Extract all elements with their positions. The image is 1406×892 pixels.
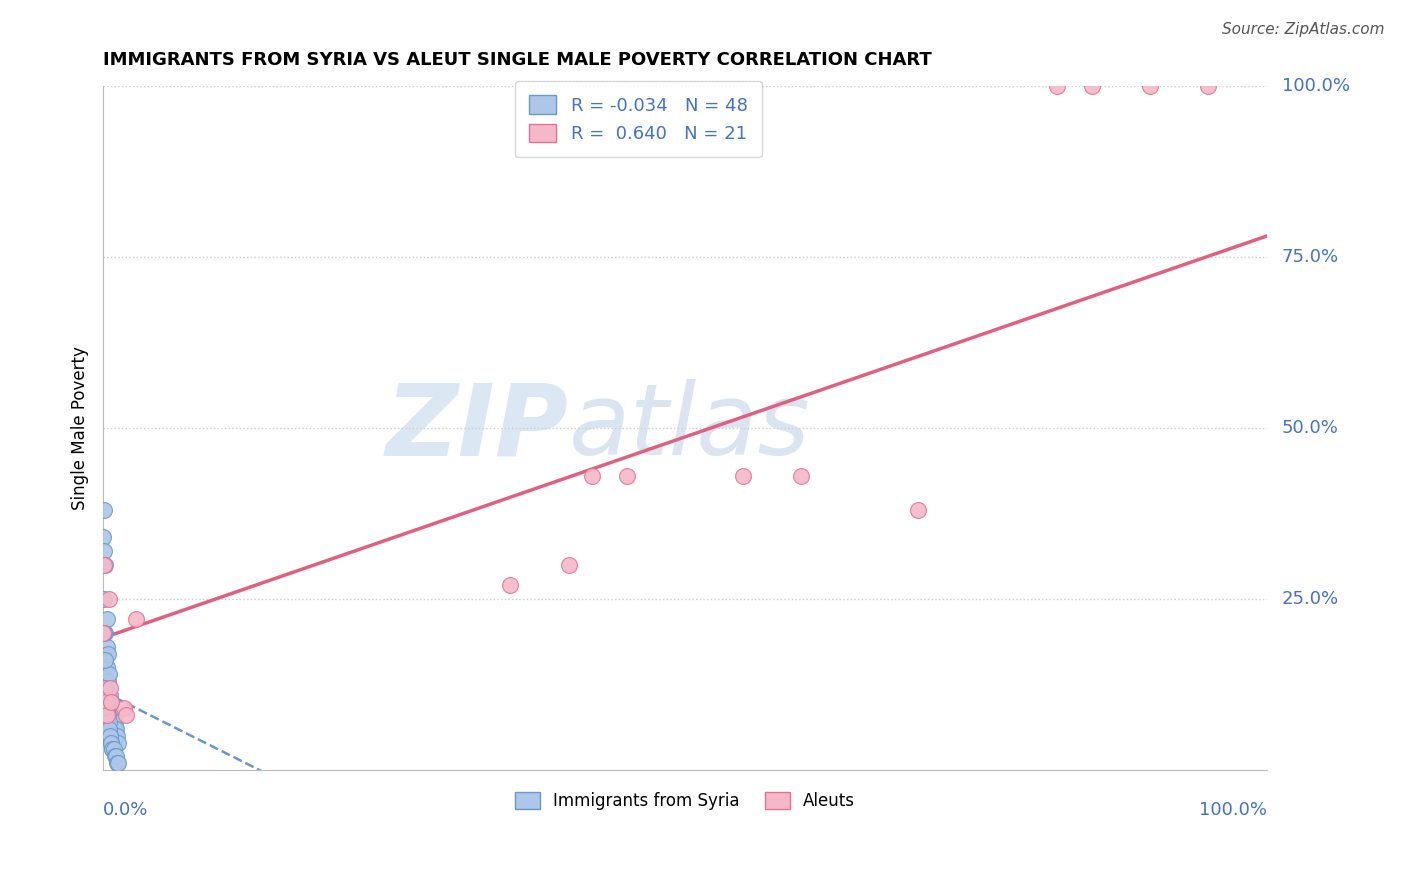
Point: [581, 468, 603, 483]
Point: [616, 468, 638, 483]
Point: [93, 544, 115, 558]
Text: IMMIGRANTS FROM SYRIA VS ALEUT SINGLE MALE POVERTY CORRELATION CHART: IMMIGRANTS FROM SYRIA VS ALEUT SINGLE MA…: [103, 51, 932, 69]
Point: [94, 681, 117, 695]
Point: [98, 729, 121, 743]
Point: [97, 673, 120, 688]
Point: [98, 688, 121, 702]
Point: [98, 729, 121, 743]
Y-axis label: Single Male Poverty: Single Male Poverty: [72, 346, 89, 509]
Point: [103, 715, 125, 730]
Point: [101, 742, 124, 756]
Point: [96, 708, 118, 723]
Point: [100, 708, 122, 723]
Point: [98, 681, 121, 695]
Text: ZIP: ZIP: [385, 379, 568, 476]
Point: [104, 722, 127, 736]
Point: [94, 626, 117, 640]
Point: [98, 701, 121, 715]
Point: [96, 701, 118, 715]
Point: [104, 749, 127, 764]
Point: [125, 612, 148, 626]
Point: [101, 708, 124, 723]
Point: [93, 626, 115, 640]
Point: [91, 530, 114, 544]
Point: [101, 742, 124, 756]
Text: 0.0%: 0.0%: [103, 801, 149, 819]
Point: [731, 468, 754, 483]
Text: 25.0%: 25.0%: [1282, 590, 1339, 607]
Point: [104, 749, 127, 764]
Text: Source: ZipAtlas.com: Source: ZipAtlas.com: [1222, 22, 1385, 37]
Point: [107, 756, 129, 771]
Point: [94, 558, 117, 572]
Point: [94, 653, 117, 667]
Point: [907, 503, 929, 517]
Text: 100.0%: 100.0%: [1199, 801, 1267, 819]
Text: atlas: atlas: [568, 379, 810, 476]
Point: [97, 647, 120, 661]
Point: [100, 736, 122, 750]
Point: [115, 708, 138, 723]
Point: [93, 558, 115, 572]
Point: [104, 722, 127, 736]
Point: [96, 660, 118, 674]
Point: [790, 468, 813, 483]
Point: [105, 756, 128, 771]
Point: [499, 578, 522, 592]
Text: 75.0%: 75.0%: [1282, 248, 1339, 266]
Point: [100, 694, 122, 708]
Point: [101, 715, 124, 730]
Point: [96, 694, 118, 708]
Point: [96, 640, 118, 654]
Point: [1081, 78, 1104, 93]
Point: [94, 694, 117, 708]
Point: [97, 708, 120, 723]
Point: [105, 729, 128, 743]
Point: [96, 694, 118, 708]
Point: [97, 729, 120, 743]
Point: [94, 708, 117, 723]
Point: [103, 742, 125, 756]
Point: [91, 626, 114, 640]
Text: 50.0%: 50.0%: [1282, 418, 1339, 437]
Legend: Immigrants from Syria, Aleuts: Immigrants from Syria, Aleuts: [502, 779, 869, 823]
Point: [107, 736, 129, 750]
Point: [100, 694, 122, 708]
Point: [93, 591, 115, 606]
Point: [97, 667, 120, 681]
Point: [104, 715, 127, 730]
Point: [97, 715, 120, 730]
Point: [97, 722, 120, 736]
Point: [112, 701, 135, 715]
Point: [557, 558, 579, 572]
Point: [100, 736, 122, 750]
Point: [1046, 78, 1069, 93]
Point: [93, 503, 115, 517]
Point: [1139, 78, 1161, 93]
Text: 100.0%: 100.0%: [1282, 77, 1350, 95]
Point: [97, 591, 120, 606]
Point: [1198, 78, 1220, 93]
Point: [96, 612, 118, 626]
Point: [97, 694, 120, 708]
Point: [97, 722, 120, 736]
